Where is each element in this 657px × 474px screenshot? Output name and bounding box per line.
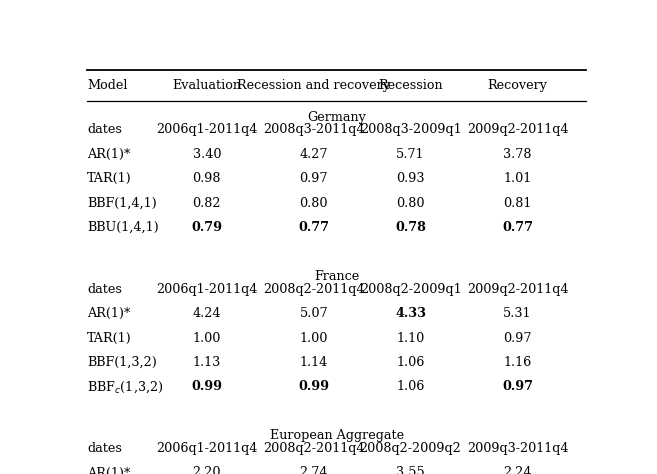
Text: BBF$_c$(1,3,2): BBF$_c$(1,3,2) xyxy=(87,379,164,395)
Text: 0.78: 0.78 xyxy=(395,221,426,234)
Text: 2008q2-2011q4: 2008q2-2011q4 xyxy=(263,283,365,296)
Text: BBU(1,4,1): BBU(1,4,1) xyxy=(87,221,159,234)
Text: 2008q2-2009q2: 2008q2-2009q2 xyxy=(359,442,461,455)
Text: Evaluation: Evaluation xyxy=(172,79,241,92)
Text: 3.55: 3.55 xyxy=(396,466,425,474)
Text: Recovery: Recovery xyxy=(487,79,547,92)
Text: TAR(1): TAR(1) xyxy=(87,331,132,345)
Text: 0.81: 0.81 xyxy=(503,197,532,210)
Text: 3.78: 3.78 xyxy=(503,148,532,161)
Text: 0.97: 0.97 xyxy=(502,381,533,393)
Text: 1.13: 1.13 xyxy=(193,356,221,369)
Text: 4.27: 4.27 xyxy=(300,148,328,161)
Text: 2008q2-2011q4: 2008q2-2011q4 xyxy=(263,442,365,455)
Text: 0.80: 0.80 xyxy=(396,197,425,210)
Text: 4.33: 4.33 xyxy=(395,307,426,320)
Text: 2006q1-2011q4: 2006q1-2011q4 xyxy=(156,442,258,455)
Text: 2008q2-2009q1: 2008q2-2009q1 xyxy=(360,283,461,296)
Text: 0.82: 0.82 xyxy=(193,197,221,210)
Text: 1.16: 1.16 xyxy=(503,356,532,369)
Text: 0.93: 0.93 xyxy=(396,172,425,185)
Text: dates: dates xyxy=(87,442,122,455)
Text: 1.00: 1.00 xyxy=(300,331,328,345)
Text: 0.98: 0.98 xyxy=(193,172,221,185)
Text: 1.10: 1.10 xyxy=(396,331,424,345)
Text: 1.06: 1.06 xyxy=(396,381,424,393)
Text: AR(1)*: AR(1)* xyxy=(87,148,131,161)
Text: 2008q3-2009q1: 2008q3-2009q1 xyxy=(360,123,461,136)
Text: European Aggregate: European Aggregate xyxy=(269,429,404,442)
Text: 1.14: 1.14 xyxy=(300,356,328,369)
Text: Model: Model xyxy=(87,79,127,92)
Text: Recession: Recession xyxy=(378,79,443,92)
Text: AR(1)*: AR(1)* xyxy=(87,466,131,474)
Text: 2006q1-2011q4: 2006q1-2011q4 xyxy=(156,123,258,136)
Text: 0.97: 0.97 xyxy=(300,172,328,185)
Text: 5.71: 5.71 xyxy=(396,148,425,161)
Text: 0.97: 0.97 xyxy=(503,331,532,345)
Text: Recession and recovery: Recession and recovery xyxy=(237,79,390,92)
Text: AR(1)*: AR(1)* xyxy=(87,307,131,320)
Text: 0.79: 0.79 xyxy=(191,221,222,234)
Text: 1.06: 1.06 xyxy=(396,356,424,369)
Text: 0.77: 0.77 xyxy=(502,221,533,234)
Text: 2009q2-2011q4: 2009q2-2011q4 xyxy=(466,283,568,296)
Text: Germany: Germany xyxy=(307,110,366,124)
Text: 2009q2-2011q4: 2009q2-2011q4 xyxy=(466,123,568,136)
Text: France: France xyxy=(314,270,359,283)
Text: 4.24: 4.24 xyxy=(193,307,221,320)
Text: 1.01: 1.01 xyxy=(503,172,532,185)
Text: 2.74: 2.74 xyxy=(300,466,328,474)
Text: 2009q3-2011q4: 2009q3-2011q4 xyxy=(466,442,568,455)
Text: 2008q3-2011q4: 2008q3-2011q4 xyxy=(263,123,365,136)
Text: 0.77: 0.77 xyxy=(298,221,329,234)
Text: 3.40: 3.40 xyxy=(193,148,221,161)
Text: 2.20: 2.20 xyxy=(193,466,221,474)
Text: dates: dates xyxy=(87,283,122,296)
Text: 0.99: 0.99 xyxy=(191,381,222,393)
Text: BBF(1,4,1): BBF(1,4,1) xyxy=(87,197,157,210)
Text: TAR(1): TAR(1) xyxy=(87,172,132,185)
Text: BBF(1,3,2): BBF(1,3,2) xyxy=(87,356,157,369)
Text: 5.07: 5.07 xyxy=(300,307,328,320)
Text: 0.80: 0.80 xyxy=(300,197,328,210)
Text: 2.24: 2.24 xyxy=(503,466,532,474)
Text: 5.31: 5.31 xyxy=(503,307,532,320)
Text: dates: dates xyxy=(87,123,122,136)
Text: 1.00: 1.00 xyxy=(193,331,221,345)
Text: 0.99: 0.99 xyxy=(298,381,329,393)
Text: 2006q1-2011q4: 2006q1-2011q4 xyxy=(156,283,258,296)
